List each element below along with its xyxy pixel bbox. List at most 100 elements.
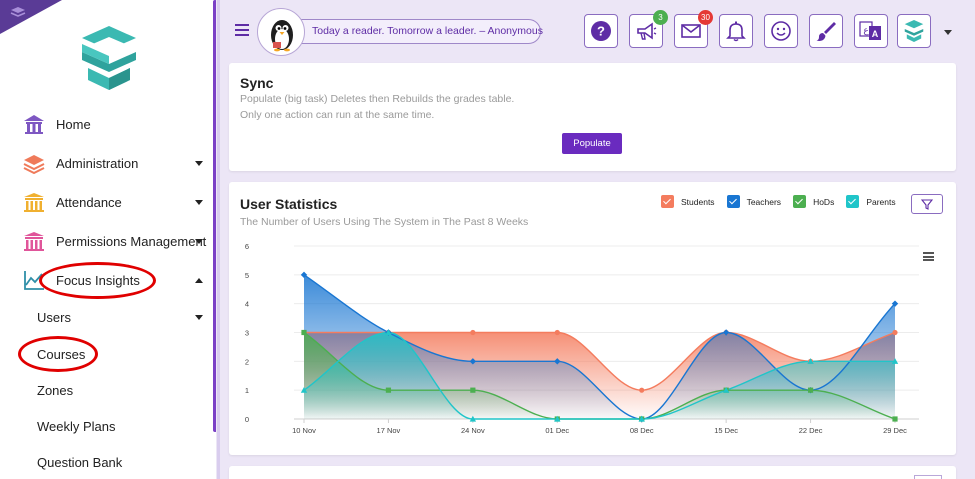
announcements-badge: 3 (653, 10, 668, 25)
checkbox-icon (726, 195, 740, 208)
y-tick-label: 0 (245, 415, 249, 424)
user-statistics-card: User Statistics The Number of Users Usin… (229, 182, 956, 455)
legend-label: Teachers (746, 196, 782, 207)
checkbox-icon (846, 195, 860, 208)
legend-item-parents[interactable]: Parents (846, 195, 896, 208)
data-point-hods (892, 416, 898, 422)
legend-label: HoDs (813, 196, 835, 207)
y-tick-label: 6 (245, 242, 249, 251)
sidebar-scrollbar[interactable] (213, 0, 216, 432)
sidebar-item-permissions-management[interactable]: Permissions Management (0, 226, 212, 256)
stats-subtitle: The Number of Users Using The System in … (240, 216, 529, 228)
avatar[interactable] (257, 8, 305, 56)
chevron-down-icon (195, 160, 203, 166)
y-tick-label: 4 (245, 300, 249, 309)
data-point-hods (301, 329, 307, 336)
help-button[interactable]: ? (584, 14, 618, 48)
megaphone-icon (637, 22, 657, 40)
y-tick-label: 5 (245, 271, 249, 280)
sidebar-subitem-label: Courses (37, 346, 86, 362)
data-point-parents (300, 386, 308, 393)
populate-button[interactable]: Populate (562, 133, 622, 154)
scroll-region-right (914, 475, 942, 479)
data-point-parents (722, 386, 730, 393)
chevron-down-icon[interactable] (944, 30, 952, 35)
sidebar-subitem-users[interactable]: Users (0, 302, 212, 332)
legend-label: Students (681, 196, 715, 207)
sidebar-item-label: Home (56, 116, 91, 132)
announcements-button[interactable]: 3 (629, 10, 668, 48)
sidebar-subitem-question-bank[interactable]: Question Bank (0, 447, 212, 477)
y-tick-label: 2 (245, 357, 249, 366)
sync-description: Only one action can run at the same time… (240, 109, 435, 121)
data-point-students (892, 329, 898, 336)
sidebar-item-home[interactable]: Home (0, 109, 212, 139)
bank-icon (22, 229, 46, 253)
columns-building-icon (22, 190, 46, 214)
sidebar-subitem-courses[interactable]: Courses (0, 339, 212, 369)
messages-button[interactable]: 30 (674, 10, 713, 48)
sidebar-item-administration[interactable]: Administration (0, 148, 212, 178)
user-statistics-chart: 0 1 2 3 4 5 6 10 Nov 17 Nov 24 Nov 01 Dec 08 Dec 15 … (245, 242, 919, 435)
theme-button[interactable] (809, 14, 843, 48)
sidebar-corner (0, 0, 62, 34)
quote-text: Today a reader. Tomorrow a leader. – Ano… (312, 25, 543, 37)
filter-button[interactable] (911, 194, 943, 214)
notifications-button[interactable] (719, 14, 753, 48)
sidebar-item-attendance[interactable]: Attendance (0, 187, 212, 217)
chevron-down-icon (195, 238, 203, 244)
checkbox-icon (661, 195, 674, 208)
data-point-hods (807, 387, 814, 393)
menu-toggle-icon[interactable] (235, 24, 249, 36)
data-point-parents (807, 358, 814, 364)
chevron-down-icon (195, 314, 203, 320)
next-card (229, 466, 956, 479)
series-area-parents (304, 332, 895, 419)
x-tick-label: 15 Dec (714, 426, 738, 435)
chevron-down-icon (195, 199, 203, 205)
chart-legend: Students Teachers HoDs Parents (661, 195, 908, 208)
home-building-icon (22, 112, 46, 136)
x-tick-label: 08 Dec (630, 426, 654, 435)
x-tick-label: 10 Nov (292, 426, 316, 435)
sidebar-subitem-label: Users (37, 309, 71, 325)
sidebar: Home Administration Attendance Permissio… (0, 0, 216, 479)
sync-card: Sync Populate (big task) Deletes then Re… (229, 63, 956, 171)
sync-description: Populate (big task) Deletes then Rebuild… (240, 93, 515, 105)
sidebar-subitem-label: Zones (37, 382, 74, 398)
data-point-students (470, 329, 476, 336)
smiley-icon (771, 21, 791, 41)
app-logo[interactable] (74, 24, 144, 92)
app-logo-icon (904, 20, 924, 42)
y-tick-label: 1 (245, 386, 249, 395)
x-tick-label: 17 Nov (377, 426, 401, 435)
chevron-up-icon (195, 277, 203, 283)
feedback-button[interactable] (764, 14, 798, 48)
chart-menu-icon[interactable] (923, 252, 934, 261)
sidebar-subitem-weekly-plans[interactable]: Weekly Plans (0, 411, 212, 441)
data-point-parents (385, 329, 392, 336)
x-tick-label: 01 Dec (545, 426, 569, 435)
data-point-hods (470, 387, 476, 393)
data-point-students (639, 387, 645, 393)
legend-item-students[interactable]: Students (661, 195, 715, 208)
x-tick-label: 22 Dec (799, 426, 823, 435)
x-tick-label: 24 Nov (461, 426, 485, 435)
sidebar-subitem-label: Weekly Plans (37, 418, 116, 434)
svg-text:?: ? (597, 24, 605, 39)
svg-text:ع: ع (863, 25, 869, 36)
sidebar-item-label: Focus Insights (56, 272, 140, 288)
sidebar-item-label: Permissions Management (56, 233, 207, 249)
data-point-teachers (469, 358, 477, 365)
y-tick-label: 3 (245, 329, 249, 338)
sync-title: Sync (240, 75, 274, 91)
sidebar-item-focus-insights[interactable]: Focus Insights (0, 265, 212, 295)
legend-item-hods[interactable]: HoDs (793, 195, 834, 208)
sidebar-subitem-zones[interactable]: Zones (0, 375, 212, 405)
app-switcher-button[interactable] (897, 14, 931, 48)
legend-item-teachers[interactable]: Teachers (726, 195, 782, 208)
sidebar-subitem-label: Question Bank (37, 454, 123, 470)
data-point-students (554, 329, 560, 336)
data-point-teachers (891, 300, 899, 307)
